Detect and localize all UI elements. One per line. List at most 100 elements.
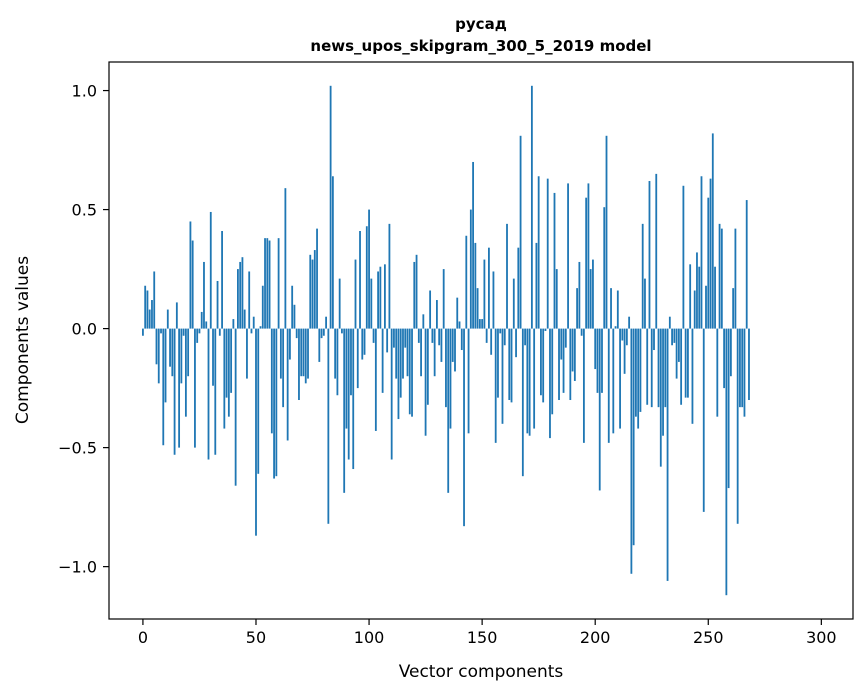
- bar: [472, 161, 474, 329]
- bar: [178, 328, 181, 448]
- bar: [569, 328, 572, 401]
- bar: [171, 328, 174, 377]
- bar: [524, 328, 526, 346]
- bar: [469, 209, 472, 329]
- bar: [625, 328, 628, 346]
- bar: [576, 288, 579, 329]
- bar: [727, 328, 730, 489]
- bar: [662, 328, 664, 436]
- bar: [266, 238, 269, 329]
- bar: [257, 328, 260, 474]
- bar: [714, 266, 716, 329]
- bar: [413, 261, 416, 329]
- bar: [282, 328, 285, 408]
- bar: [268, 240, 271, 329]
- bar: [653, 328, 655, 351]
- bar: [246, 328, 248, 379]
- bar: [252, 316, 255, 329]
- bar: [311, 259, 314, 329]
- y-tick-label: 1.0: [72, 82, 97, 101]
- bar: [361, 328, 364, 360]
- bar: [467, 328, 470, 434]
- bar: [677, 328, 680, 362]
- bar: [637, 328, 640, 429]
- bar: [549, 328, 551, 439]
- x-tick-label: 100: [354, 628, 385, 647]
- bar: [232, 319, 235, 329]
- bar: [630, 328, 633, 574]
- x-tick-label: 300: [806, 628, 837, 647]
- bar: [641, 223, 644, 329]
- bar: [322, 328, 325, 336]
- bar: [596, 328, 599, 393]
- bar: [748, 328, 750, 401]
- bar: [490, 328, 493, 355]
- bar: [363, 328, 366, 355]
- bar: [182, 328, 185, 336]
- bar: [237, 269, 239, 329]
- bar: [341, 328, 343, 334]
- bar: [573, 328, 576, 381]
- bar: [546, 178, 549, 329]
- bar: [406, 328, 409, 377]
- bar: [537, 176, 540, 329]
- bar: [528, 328, 531, 436]
- bar: [343, 328, 346, 493]
- bar: [612, 328, 615, 434]
- bar: [521, 328, 524, 477]
- bar: [216, 280, 219, 329]
- bar: [275, 328, 278, 477]
- bar: [160, 328, 162, 334]
- bar: [567, 183, 569, 329]
- bar: [261, 285, 264, 329]
- bar: [243, 309, 246, 329]
- bar: [603, 207, 606, 329]
- bar: [447, 328, 450, 493]
- bar: [718, 223, 721, 329]
- bar: [659, 328, 662, 467]
- bar: [564, 328, 567, 348]
- bar: [680, 328, 683, 405]
- bar: [483, 259, 486, 329]
- bar: [481, 319, 484, 329]
- bar: [381, 328, 384, 393]
- bar: [157, 328, 160, 384]
- bar: [440, 328, 443, 362]
- bar: [723, 328, 726, 389]
- bar: [635, 328, 637, 417]
- bar: [264, 238, 266, 329]
- bar: [449, 328, 452, 429]
- bar: [393, 328, 395, 348]
- bar: [338, 278, 341, 329]
- bar: [657, 328, 660, 408]
- bar: [560, 328, 563, 360]
- bar: [318, 328, 321, 362]
- bar: [417, 328, 420, 343]
- bar: [397, 328, 400, 420]
- bar: [540, 328, 542, 396]
- bar: [166, 309, 169, 329]
- bar: [304, 328, 307, 384]
- chart-subtitle: news_upos_skipgram_300_5_2019 model: [310, 37, 651, 55]
- bar: [693, 290, 696, 329]
- bar: [203, 261, 205, 329]
- bar: [194, 328, 196, 448]
- plot-frame: [108, 61, 854, 620]
- bar: [544, 328, 547, 331]
- bar: [458, 321, 461, 329]
- bar: [402, 328, 404, 379]
- bar: [519, 135, 522, 329]
- x-tick-label: 0: [138, 628, 148, 647]
- bar: [614, 326, 617, 329]
- bar: [494, 328, 497, 443]
- bar: [359, 231, 361, 329]
- bar: [239, 261, 242, 329]
- bar: [352, 328, 355, 470]
- bar: [347, 328, 350, 460]
- bar: [682, 185, 685, 329]
- bar: [580, 328, 583, 336]
- bar: [298, 328, 300, 401]
- bar: [329, 85, 332, 329]
- bar: [691, 328, 694, 424]
- bar: [587, 183, 590, 329]
